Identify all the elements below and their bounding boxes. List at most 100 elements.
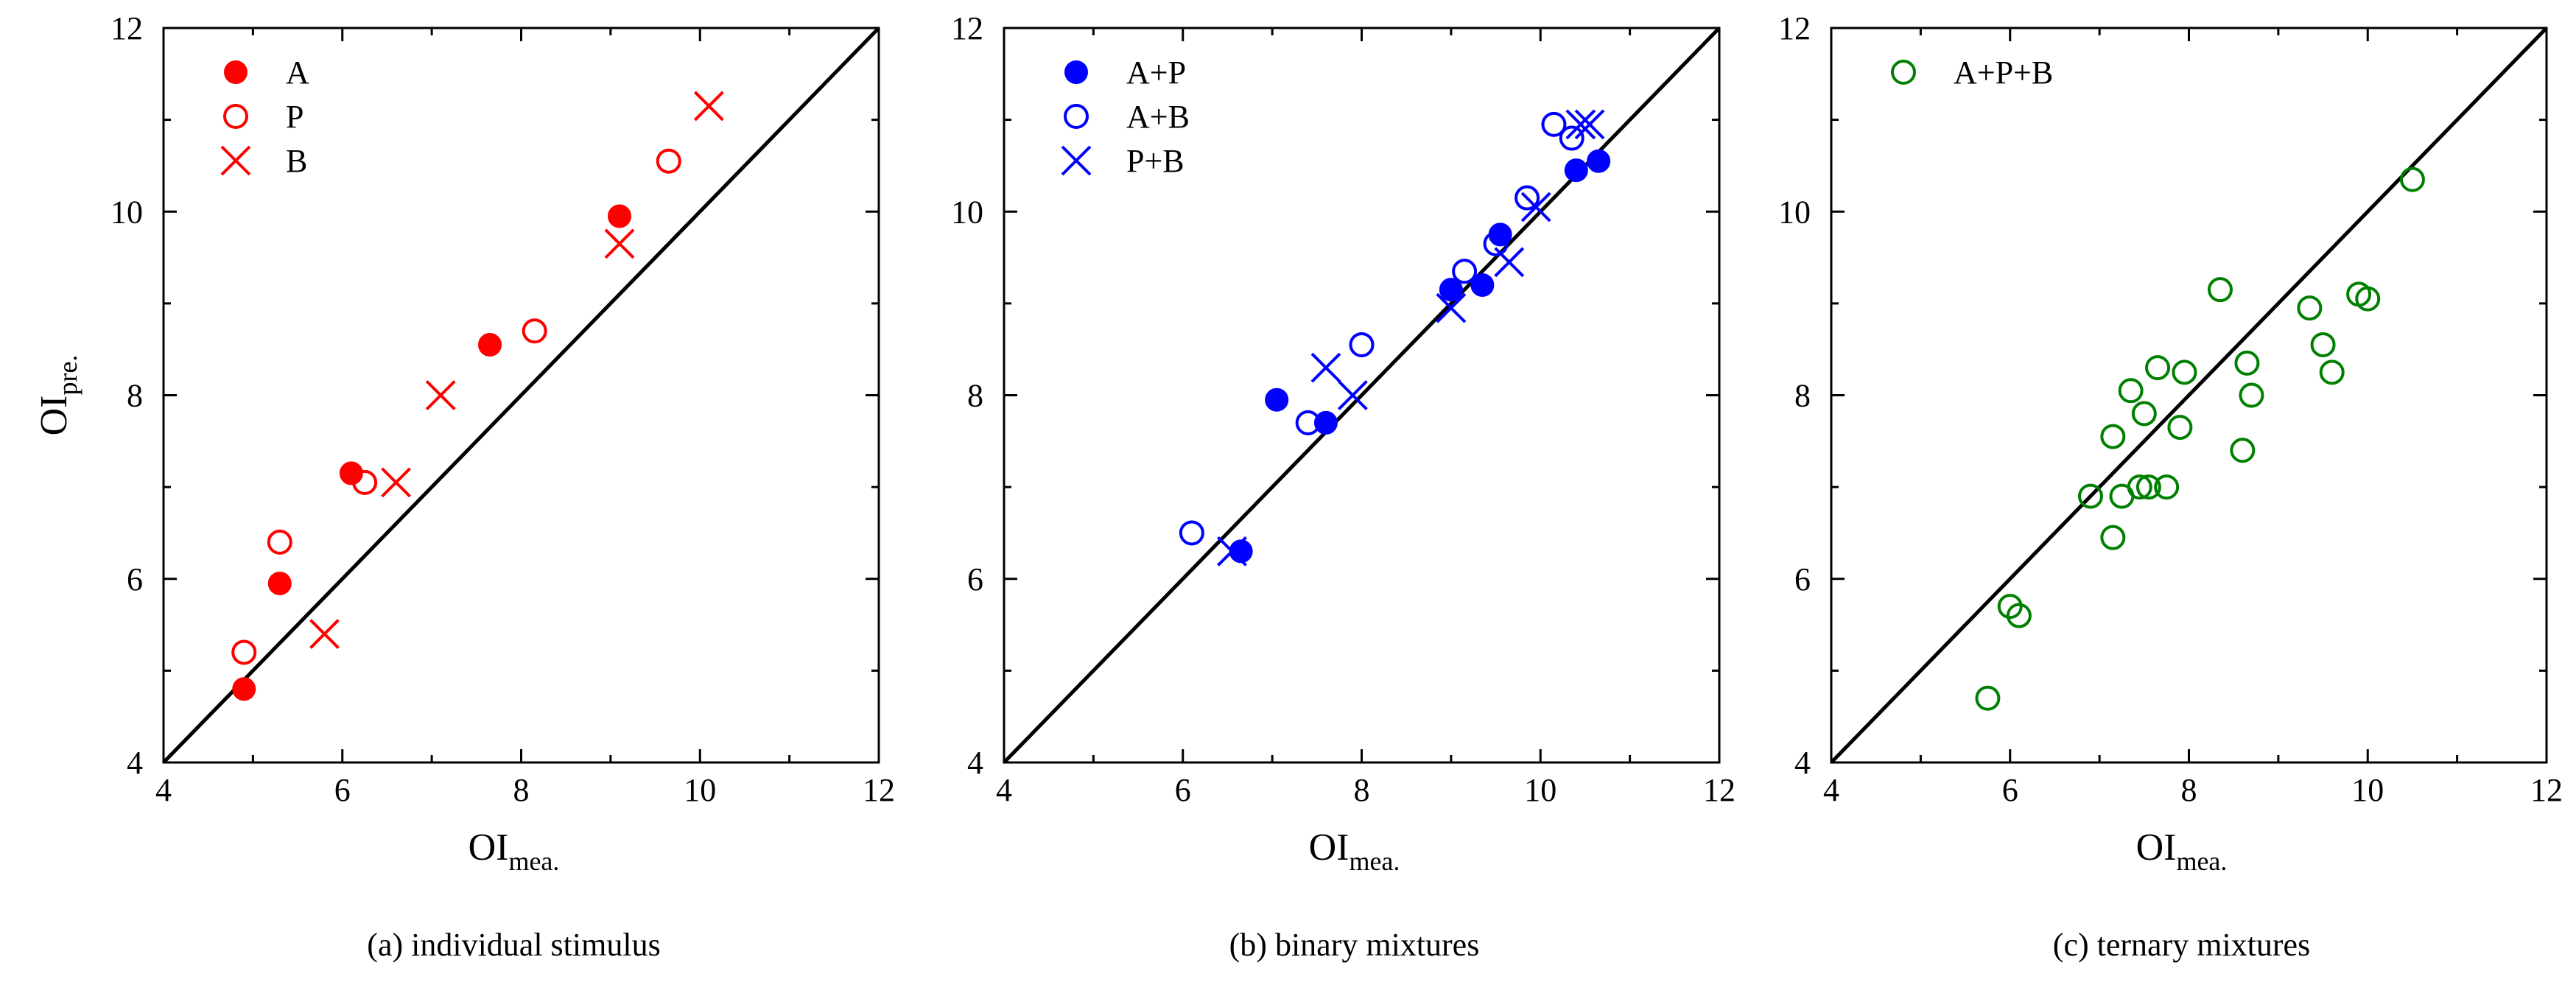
y-tick-label: 4: [127, 745, 143, 781]
x-axis-label: OImea.: [468, 827, 560, 876]
legend-entry: A+P: [1064, 55, 1186, 91]
data-point: [267, 571, 292, 595]
y-tick-label: 6: [1794, 561, 1811, 597]
series-a-b: [1179, 111, 1584, 546]
data-point: [1295, 410, 1321, 435]
x-tick-label: 4: [155, 772, 172, 808]
panel-caption: (c) ternary mixtures: [2053, 927, 2310, 963]
series-p: [231, 148, 681, 665]
panel-b: 4 6 8 10 12 4 6 8 10 12 OImea. (b) binary mixtures A…: [951, 10, 1736, 963]
cross-stroke: [1574, 109, 1605, 140]
x-axis-label: OImea.: [2136, 827, 2228, 876]
cross-stroke: [220, 145, 251, 176]
data-point: [2207, 277, 2233, 303]
legend-label: A: [286, 55, 309, 91]
data-point: [425, 380, 456, 410]
y-tick-label: 8: [127, 378, 143, 414]
x-tick-label: 12: [2530, 772, 2563, 808]
data-point: [2135, 474, 2161, 500]
y-tick-label: 8: [1794, 378, 1811, 414]
data-point: [2234, 350, 2260, 376]
y-tick-label: 8: [967, 378, 983, 414]
data-point: [2118, 378, 2144, 404]
data-point: [2230, 438, 2256, 463]
data-point: [2131, 401, 2157, 427]
cross-stroke: [309, 619, 340, 649]
reference-line: [1003, 27, 1721, 764]
legend-marker: [1061, 145, 1092, 176]
legend-entry: A+B: [1064, 99, 1190, 135]
y-axis-label-group: OIpre.: [33, 355, 83, 436]
y-tick-label: 12: [110, 10, 143, 46]
data-point: [1229, 539, 1253, 564]
cross-stroke: [1520, 192, 1551, 222]
data-point: [1997, 594, 2023, 620]
data-point: [1565, 109, 1596, 140]
cross-stroke: [1565, 109, 1596, 140]
legend-label: P+B: [1126, 143, 1185, 179]
cross-stroke: [1494, 247, 1525, 278]
series-p-b: [1217, 109, 1605, 567]
data-point: [1483, 231, 1509, 256]
legend-label: P: [286, 99, 303, 135]
y-tick-label: 6: [127, 561, 143, 597]
data-point: [2399, 166, 2425, 192]
legend-entry: P+B: [1061, 143, 1185, 179]
data-point: [693, 91, 724, 122]
y-tick-label: 12: [951, 10, 983, 46]
data-point: [1179, 520, 1204, 546]
y-tick-label: 4: [1794, 745, 1811, 781]
panel-caption: (a) individual stimulus: [367, 927, 660, 963]
data-point: [1436, 292, 1467, 323]
x-tick-label: 8: [1354, 772, 1370, 808]
data-point: [1452, 259, 1478, 284]
data-point: [231, 639, 257, 665]
legend-label: A+P+B: [1954, 55, 2053, 91]
data-point: [2127, 474, 2152, 500]
data-point: [2100, 525, 2126, 550]
cross-stroke: [1310, 352, 1341, 383]
data-point: [604, 228, 635, 259]
data-point: [1313, 410, 1338, 435]
data-point: [478, 332, 502, 357]
data-point: [232, 677, 256, 701]
data-point: [1310, 352, 1341, 383]
data-point: [656, 148, 681, 174]
y-tick-label: 10: [1778, 194, 1811, 230]
data-point: [2006, 603, 2032, 628]
panel-c: 4 6 8 10 12 4 6 8 10 12 OImea. (c) ternary mixtures…: [1778, 10, 2563, 963]
x-tick-label: 10: [2351, 772, 2384, 808]
x-tick-label: 8: [2181, 772, 2197, 808]
data-point: [2077, 483, 2103, 509]
data-point: [1975, 685, 2001, 711]
data-point: [2145, 355, 2171, 381]
reference-line: [162, 27, 880, 764]
data-point: [1574, 109, 1605, 140]
x-tick-label: 12: [1703, 772, 1736, 808]
data-point: [2167, 415, 2193, 441]
reference-line: [1830, 27, 2548, 764]
data-point: [1439, 278, 1463, 302]
x-tick-label: 6: [334, 772, 351, 808]
x-tick-label: 4: [1823, 772, 1839, 808]
series-b: [309, 91, 724, 649]
data-point: [1541, 111, 1567, 137]
data-point: [339, 461, 363, 485]
y-axis-label: OIpre.: [33, 355, 83, 436]
data-point: [2172, 360, 2197, 385]
x-tick-label: 6: [2002, 772, 2018, 808]
data-point: [2297, 295, 2323, 321]
legend-marker: [1064, 104, 1089, 129]
cross-stroke: [693, 91, 724, 122]
legend-entry: B: [220, 143, 307, 179]
data-point: [608, 204, 632, 228]
data-point: [309, 619, 340, 649]
data-point: [1265, 387, 1289, 412]
y-tick-label: 10: [110, 194, 143, 230]
data-point: [522, 318, 547, 344]
x-tick-label: 10: [1524, 772, 1557, 808]
x-tick-label: 8: [513, 772, 530, 808]
data-point: [1559, 125, 1584, 151]
data-point: [2310, 332, 2336, 357]
